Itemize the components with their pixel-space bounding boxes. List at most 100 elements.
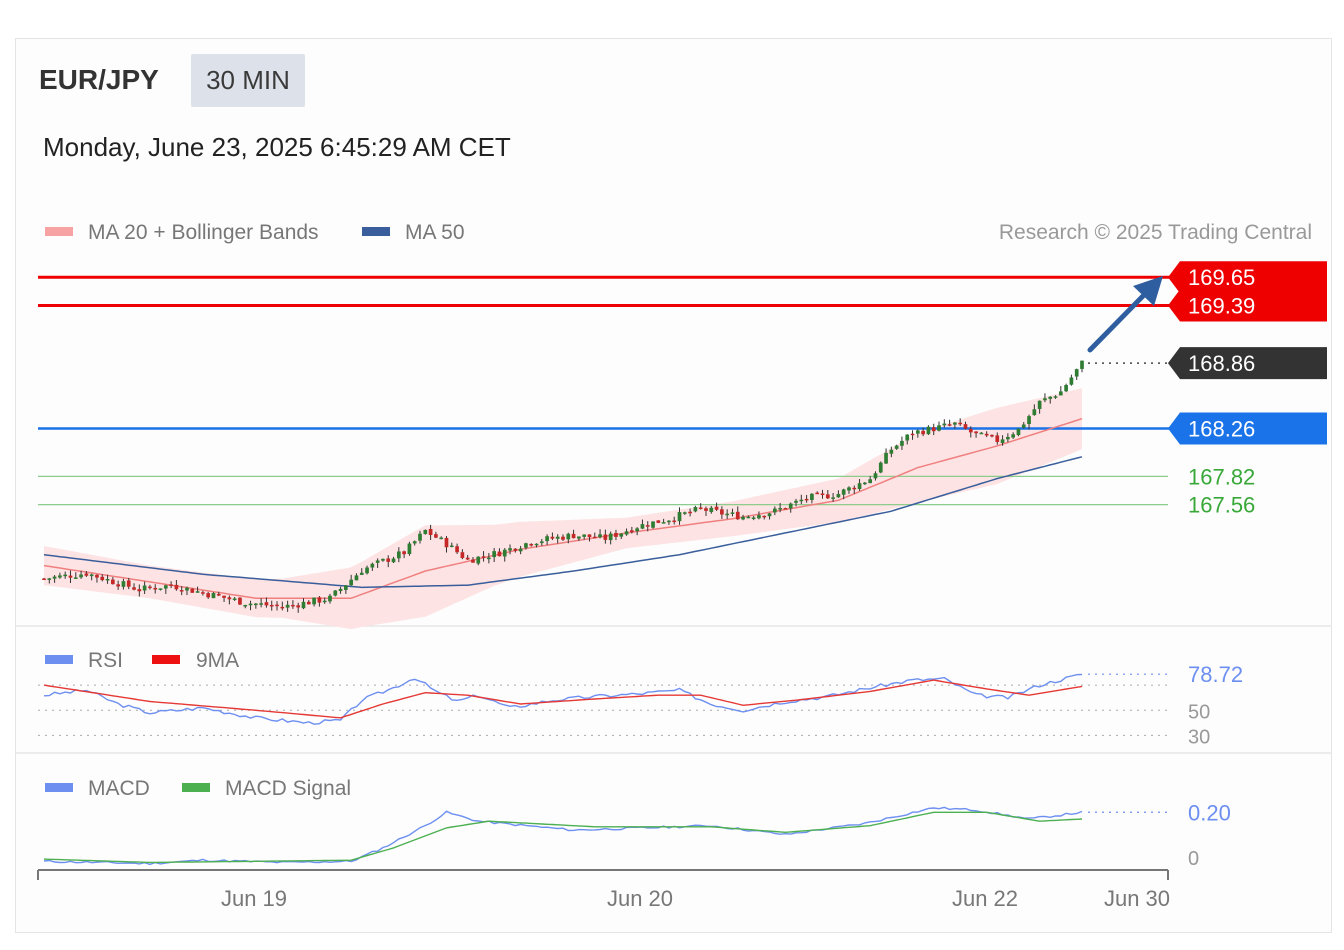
- bollinger-band-area: [44, 388, 1082, 630]
- bollinger-band: [44, 388, 1082, 630]
- candle-body: [810, 493, 814, 500]
- candle-body: [1021, 424, 1026, 428]
- candle-body: [185, 587, 189, 591]
- candle-body: [105, 578, 110, 581]
- candle-body: [661, 522, 666, 524]
- last-price-tag-label: 168.86: [1188, 351, 1255, 376]
- candle-body: [619, 533, 624, 537]
- candle-body: [937, 425, 941, 431]
- candle-body: [905, 434, 910, 441]
- candle-body: [518, 548, 523, 552]
- candle-body: [884, 452, 888, 464]
- candle-body: [751, 517, 756, 519]
- candle-body: [190, 588, 195, 593]
- candle-body: [704, 508, 708, 511]
- candle-body: [444, 537, 449, 548]
- candle-body: [873, 473, 878, 479]
- candle-body: [508, 548, 512, 551]
- candle-body: [587, 534, 592, 538]
- candle-body: [577, 536, 581, 539]
- candle-body: [857, 483, 862, 490]
- candle-body: [227, 597, 232, 600]
- candle-body: [513, 548, 518, 551]
- candle-body: [179, 590, 184, 592]
- candle-body: [582, 534, 587, 537]
- candle-body: [158, 588, 163, 590]
- forecast-arrow-shaft: [1087, 293, 1146, 353]
- macd-signal-line: [43, 811, 1083, 864]
- candle-body: [460, 552, 465, 559]
- macd-line: [43, 806, 1083, 866]
- rsi-9ma-legend-swatch: [152, 655, 180, 664]
- candle-body: [720, 509, 724, 515]
- rsi-legend-swatch: [45, 655, 73, 664]
- candle-body: [349, 579, 354, 586]
- candlesticks: [42, 360, 1084, 613]
- candle-body: [524, 543, 528, 548]
- rsi-9ma-line: [43, 679, 1083, 719]
- resistance-tag-label: 169.39: [1188, 294, 1255, 319]
- candle-body: [111, 579, 115, 585]
- candle-body: [783, 508, 788, 510]
- candle-body: [963, 424, 968, 429]
- ma20-line: [43, 417, 1083, 599]
- rsi-legend: RSI 9MA: [45, 649, 239, 672]
- candle-body: [630, 530, 634, 533]
- ma50-line: [43, 456, 1083, 589]
- rsi-9ma-legend-label: 9MA: [196, 649, 239, 672]
- candle-body: [714, 506, 719, 510]
- candle-body: [132, 587, 136, 590]
- candle-body: [598, 534, 602, 538]
- candle-body: [95, 574, 99, 578]
- candle-body: [926, 426, 931, 435]
- macd-legend-label: MACD: [88, 777, 150, 800]
- candle-body: [211, 593, 216, 599]
- candle-body: [640, 524, 645, 529]
- support-tag-bg: [1168, 412, 1327, 445]
- ma20-legend-swatch: [45, 227, 73, 236]
- candle-body: [206, 593, 211, 598]
- timeframe-button[interactable]: 30 MIN: [191, 54, 305, 107]
- rsi-panel: 78.72 50 30: [38, 662, 1243, 748]
- candle-body: [778, 507, 782, 510]
- candle-body: [772, 508, 777, 513]
- forecast-arrow: [1087, 276, 1163, 353]
- candle-body: [328, 595, 332, 602]
- last-price-tag-bg: [1168, 347, 1327, 380]
- candle-body: [825, 494, 830, 499]
- candle-body: [201, 592, 205, 594]
- candle-body: [1069, 377, 1074, 385]
- candle-body: [248, 603, 253, 606]
- x-tick-label: Jun 30: [1104, 886, 1170, 911]
- candle-body: [232, 598, 237, 600]
- candle-body: [645, 525, 650, 527]
- macd-zero-label: 0: [1188, 848, 1199, 870]
- candle-body: [344, 585, 348, 590]
- candle-body: [931, 427, 936, 432]
- candle-body: [386, 558, 391, 562]
- candle-body: [73, 577, 78, 579]
- candle-body: [47, 578, 52, 580]
- ma50-legend-swatch: [362, 227, 390, 236]
- candle-body: [900, 440, 904, 446]
- candle-body: [693, 507, 698, 512]
- candle-body: [42, 578, 46, 581]
- macd-legend: MACD MACD Signal: [45, 777, 351, 800]
- candle-body: [921, 430, 925, 435]
- candle-body: [163, 585, 168, 589]
- candle-body: [116, 584, 120, 587]
- candle-body: [471, 559, 475, 563]
- support-minor-label: 167.82: [1188, 464, 1255, 489]
- candle-body: [169, 584, 173, 586]
- candle-body: [847, 487, 851, 491]
- candle-body: [264, 602, 269, 606]
- macd-legend-swatch: [45, 783, 73, 792]
- candle-body: [84, 573, 89, 576]
- candle-body: [709, 507, 714, 513]
- candle-body: [89, 574, 94, 577]
- candle-body: [974, 431, 978, 434]
- candle-body: [121, 581, 126, 587]
- candle-body: [58, 575, 62, 578]
- candle-body: [502, 549, 507, 557]
- candle-body: [407, 543, 412, 554]
